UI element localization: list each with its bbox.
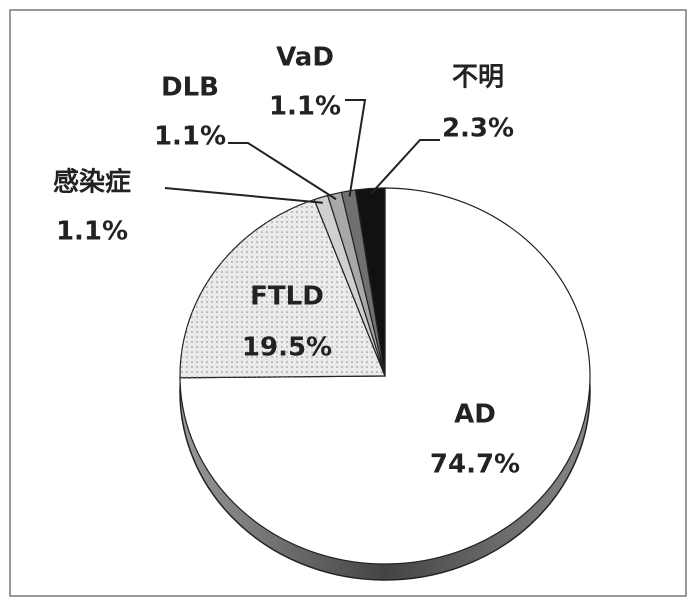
- slice-value-label: 19.5%: [242, 333, 332, 363]
- slice-pattern: [180, 199, 385, 378]
- slice-label: DLB: [161, 73, 219, 103]
- slice-value-label: 1.1%: [154, 122, 226, 152]
- slice-label: VaD: [276, 43, 334, 73]
- slice-value-label: 1.1%: [269, 92, 341, 122]
- leader-line: [164, 187, 323, 204]
- pie-slice: [354, 187, 386, 377]
- slice-label: AD: [454, 400, 496, 430]
- leader-line: [369, 139, 440, 195]
- slice-value-label: 74.7%: [430, 450, 520, 480]
- slice-value-label: 1.1%: [56, 217, 128, 247]
- leader-line: [345, 99, 367, 197]
- slice-label: FTLD: [250, 282, 324, 312]
- frame: [9, 9, 687, 597]
- slice-value-label: 2.3%: [442, 114, 514, 144]
- slice-label: 不明: [452, 63, 504, 93]
- leader-line: [228, 142, 337, 201]
- slice-label: 感染症: [53, 167, 131, 198]
